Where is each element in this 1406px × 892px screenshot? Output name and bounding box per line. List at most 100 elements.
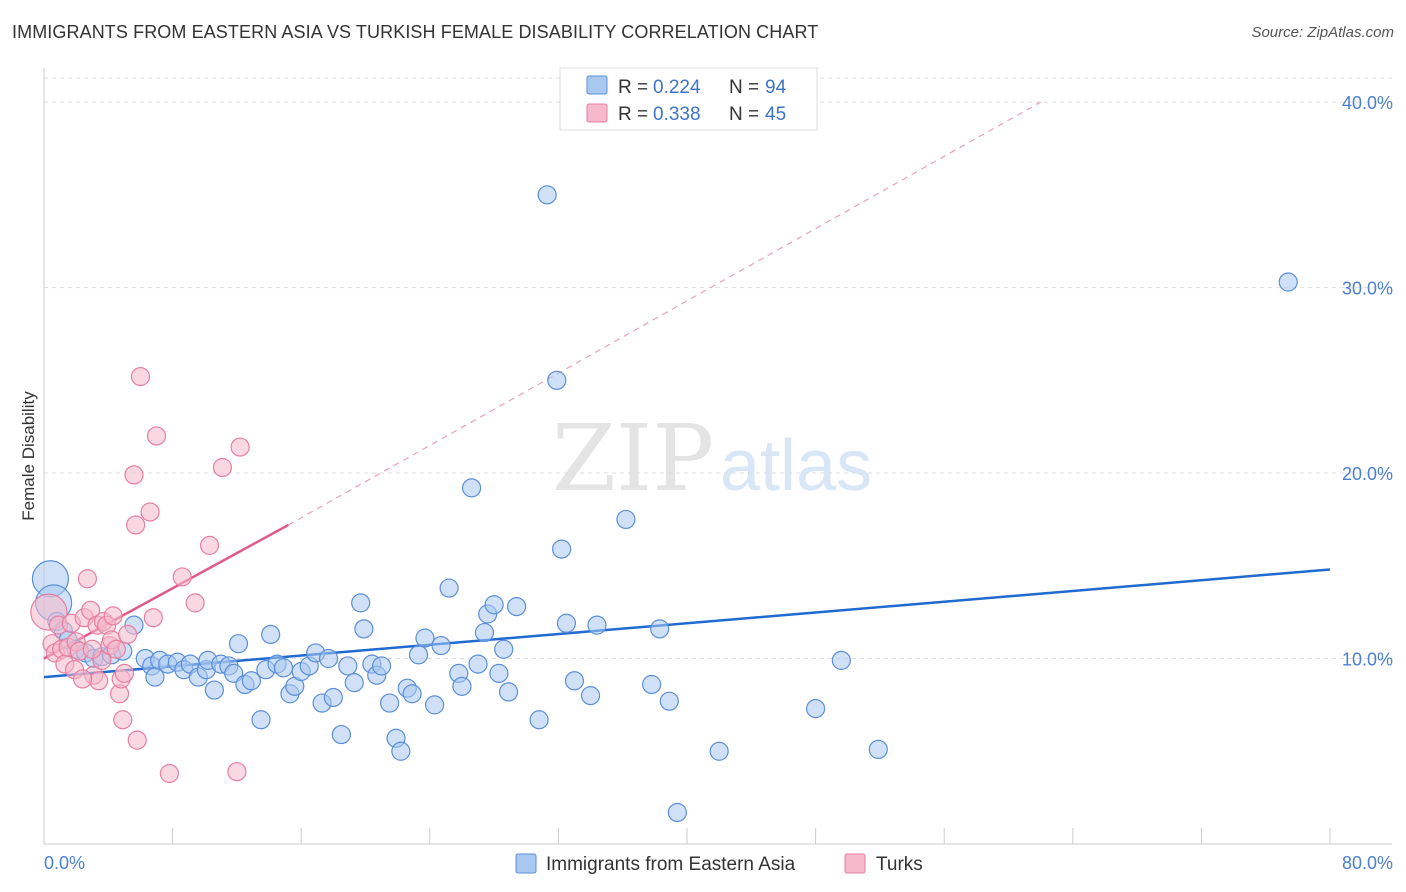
point-eastern-asia bbox=[251, 710, 271, 730]
point-eastern-asia bbox=[408, 645, 429, 665]
point-eastern-asia bbox=[642, 674, 662, 695]
point-eastern-asia bbox=[204, 680, 224, 700]
trend-line-turks-extension bbox=[288, 101, 1041, 526]
point-eastern-asia bbox=[371, 656, 392, 676]
point-eastern-asia bbox=[547, 370, 567, 390]
watermark-zip: ZIP bbox=[552, 405, 714, 512]
point-eastern-asia bbox=[468, 654, 488, 674]
point-turks bbox=[146, 426, 167, 446]
trend-line-eastern-asia bbox=[43, 568, 1331, 679]
point-eastern-asia bbox=[380, 693, 400, 713]
y-axis-title: Female Disability bbox=[19, 391, 38, 521]
point-eastern-asia bbox=[489, 663, 509, 683]
bottom-legend-swatch-pink bbox=[844, 853, 866, 874]
point-turks bbox=[89, 671, 109, 691]
point-eastern-asia bbox=[494, 639, 514, 659]
point-turks bbox=[77, 569, 98, 589]
legend-r-value-pink: 0.338 bbox=[653, 104, 701, 125]
point-turks bbox=[113, 710, 133, 730]
point-turks bbox=[103, 606, 123, 626]
point-turks bbox=[227, 762, 247, 782]
point-turks bbox=[230, 437, 250, 457]
point-eastern-asia bbox=[529, 710, 549, 730]
point-turks bbox=[106, 639, 126, 659]
point-eastern-asia bbox=[805, 699, 826, 719]
x-tick-label-max: 80.0% bbox=[1342, 853, 1393, 873]
point-eastern-asia bbox=[580, 686, 601, 706]
bottom-legend-label-eastern-asia: Immigrants from Eastern Asia bbox=[546, 854, 796, 875]
point-eastern-asia bbox=[431, 635, 451, 656]
y-tick-label-40: 40.0% bbox=[1342, 93, 1393, 113]
point-eastern-asia bbox=[331, 724, 351, 745]
source-label: Source: ZipAtlas.com bbox=[1251, 24, 1394, 41]
point-eastern-asia bbox=[273, 658, 294, 678]
legend-r-value-blue: 0.224 bbox=[653, 77, 701, 98]
y-tick-label-20: 20.0% bbox=[1342, 464, 1393, 484]
point-eastern-asia bbox=[667, 802, 687, 823]
point-eastern-asia bbox=[228, 634, 249, 654]
series-turks-points bbox=[30, 367, 250, 784]
point-eastern-asia bbox=[323, 687, 343, 708]
point-eastern-asia bbox=[498, 682, 519, 702]
y-tick-label-30: 30.0% bbox=[1342, 279, 1393, 299]
point-eastern-asia bbox=[831, 650, 851, 670]
point-turks bbox=[124, 465, 144, 485]
y-tick-labels: 10.0% 20.0% 30.0% 40.0% bbox=[1342, 93, 1393, 669]
series-eastern-asia-points bbox=[31, 185, 1298, 823]
point-eastern-asia bbox=[587, 615, 607, 635]
trend-lines bbox=[43, 101, 1331, 679]
axes bbox=[43, 68, 1392, 845]
trend-line-turks bbox=[43, 523, 289, 660]
point-eastern-asia bbox=[338, 656, 358, 676]
legend-r-label-blue: R = bbox=[618, 77, 648, 98]
point-eastern-asia bbox=[537, 185, 557, 205]
point-eastern-asia bbox=[354, 619, 374, 639]
point-eastern-asia bbox=[318, 648, 339, 669]
point-eastern-asia bbox=[439, 578, 459, 598]
point-eastern-asia bbox=[452, 676, 472, 696]
point-eastern-asia bbox=[507, 596, 527, 617]
legend-n-label-pink: N = bbox=[729, 104, 759, 125]
legend-r-label-pink: R = bbox=[618, 104, 648, 125]
point-turks bbox=[185, 593, 205, 613]
series-legend: Immigrants from Eastern Asia Turks bbox=[515, 853, 923, 875]
point-eastern-asia bbox=[474, 622, 495, 643]
point-eastern-asia bbox=[659, 691, 679, 711]
point-eastern-asia bbox=[415, 628, 435, 648]
legend-n-label-blue: N = bbox=[729, 77, 759, 98]
point-turks bbox=[199, 535, 220, 555]
point-turks bbox=[72, 669, 93, 689]
point-turks bbox=[130, 367, 151, 387]
point-turks bbox=[172, 567, 192, 587]
legend-n-value-blue: 94 bbox=[765, 77, 787, 98]
point-eastern-asia bbox=[402, 684, 422, 704]
point-turks bbox=[117, 624, 138, 645]
point-eastern-asia bbox=[552, 539, 572, 559]
point-turks bbox=[159, 763, 179, 784]
legend-n-value-pink: 45 bbox=[765, 104, 786, 125]
legend-swatch-pink bbox=[586, 103, 608, 123]
point-eastern-asia bbox=[351, 593, 371, 613]
point-turks bbox=[127, 730, 147, 750]
point-eastern-asia bbox=[616, 509, 636, 530]
point-eastern-asia bbox=[391, 741, 411, 761]
point-eastern-asia bbox=[484, 595, 504, 615]
point-turks bbox=[126, 515, 146, 535]
point-turks bbox=[140, 502, 160, 522]
point-eastern-asia bbox=[461, 478, 482, 498]
point-eastern-asia bbox=[650, 619, 670, 639]
point-eastern-asia bbox=[425, 695, 445, 715]
gridlines bbox=[44, 77, 1392, 660]
bottom-legend-label-turks: Turks bbox=[876, 854, 923, 875]
point-eastern-asia bbox=[241, 671, 261, 691]
y-tick-label-10: 10.0% bbox=[1342, 650, 1393, 670]
legend-swatch-blue bbox=[586, 75, 608, 95]
point-turks bbox=[212, 457, 233, 478]
point-turks bbox=[114, 663, 134, 683]
point-eastern-asia bbox=[564, 671, 585, 691]
point-turks bbox=[143, 608, 163, 628]
point-eastern-asia bbox=[1278, 272, 1298, 292]
point-eastern-asia bbox=[344, 673, 364, 693]
chart-title: IMMIGRANTS FROM EASTERN ASIA VS TURKISH … bbox=[12, 22, 819, 42]
